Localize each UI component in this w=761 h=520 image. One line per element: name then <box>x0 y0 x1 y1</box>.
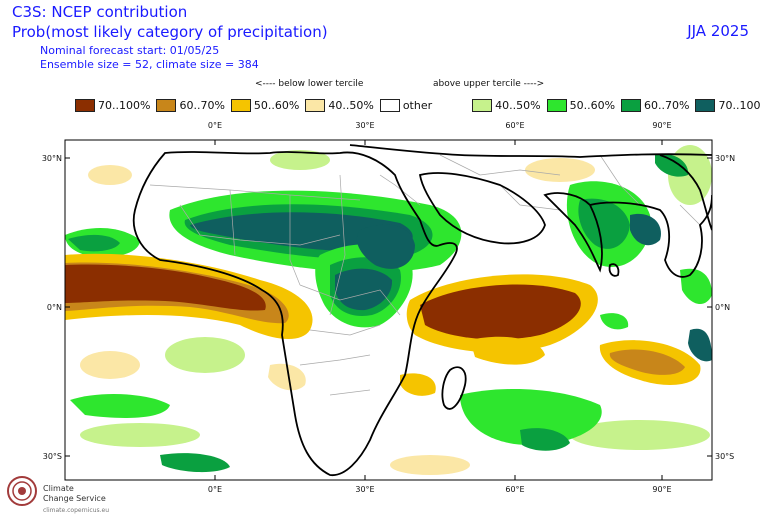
forecast-map: 0°E 30°E 60°E 90°E 0°E 30°E 60°E 90°E 30… <box>42 121 735 494</box>
legend-item: 60..70% <box>156 99 225 112</box>
copernicus-logo-icon <box>7 476 37 506</box>
legend-label: 50..60% <box>253 99 300 112</box>
legend-label: 40..50% <box>328 99 374 112</box>
legend-item: 70..100% <box>695 99 761 112</box>
legend-label: 60..70% <box>644 99 690 112</box>
logo-line1: Climate <box>43 484 74 493</box>
legend-swatch <box>695 99 716 112</box>
legend-label: 60..70% <box>179 99 225 112</box>
lon-tick-label: 60°E <box>505 485 524 494</box>
legend-label: 70..100% <box>98 99 151 112</box>
legend-swatch <box>305 99 326 112</box>
legend-swatch <box>230 99 251 112</box>
logo-url: climate.copernicus.eu <box>43 507 110 514</box>
lon-tick-label: 0°E <box>208 121 222 130</box>
legend-item: 40..50% <box>305 99 374 112</box>
legend-label: 50..60% <box>569 99 616 112</box>
ensemble-size-text: Ensemble size = 52, climate size = 384 <box>40 58 259 71</box>
lon-tick-label: 30°E <box>355 485 374 494</box>
axis-tick-marks <box>65 140 712 480</box>
legend-item: 70..100% <box>75 99 150 112</box>
season-label: JJA 2025 <box>687 22 749 40</box>
legend-item: 60..70% <box>621 99 689 112</box>
legend-swatch <box>75 99 95 112</box>
legend-swatch <box>472 99 493 112</box>
lat-tick-label: 0°N <box>47 303 62 312</box>
lat-tick-label: 30°N <box>715 154 735 163</box>
lon-tick-label: 90°E <box>652 121 671 130</box>
forecast-start-text: Nominal forecast start: 01/05/25 <box>40 44 220 57</box>
lon-tick-label: 0°E <box>208 485 222 494</box>
lat-tick-label: 30°S <box>715 452 734 461</box>
legend: 70..100% 60..70% 50..60% 40..50% other 4… <box>75 99 761 112</box>
legend-swatch <box>379 99 400 112</box>
lon-tick-label: 90°E <box>652 485 671 494</box>
lon-tick-label: 30°E <box>355 121 374 130</box>
legend-swatch <box>546 99 567 112</box>
page-title: C3S: NCEP contribution <box>12 3 188 21</box>
legend-label: other <box>402 99 433 112</box>
legend-item: 50..60% <box>230 99 300 112</box>
above-tercile-note: above upper tercile ----> <box>433 79 545 89</box>
legend-item: 40..50% <box>472 99 541 112</box>
below-tercile-note: <---- below lower tercile <box>255 79 364 89</box>
coastlines <box>132 144 712 476</box>
map-subtitle: Prob(most likely category of precipitati… <box>12 23 328 41</box>
logo-line2: Change Service <box>43 494 106 503</box>
lat-tick-label: 30°S <box>43 452 62 461</box>
legend-swatch <box>156 99 177 112</box>
lon-tick-label: 60°E <box>505 121 524 130</box>
legend-swatch <box>621 99 642 112</box>
country-borders <box>149 154 701 396</box>
legend-item: 50..60% <box>546 99 616 112</box>
lat-tick-label: 30°N <box>42 154 62 163</box>
legend-label: 40..50% <box>495 99 541 112</box>
map-frame <box>64 139 713 481</box>
legend-item: other <box>379 99 433 112</box>
lat-tick-label: 0°N <box>715 303 730 312</box>
legend-label: 70..100% <box>718 99 761 112</box>
